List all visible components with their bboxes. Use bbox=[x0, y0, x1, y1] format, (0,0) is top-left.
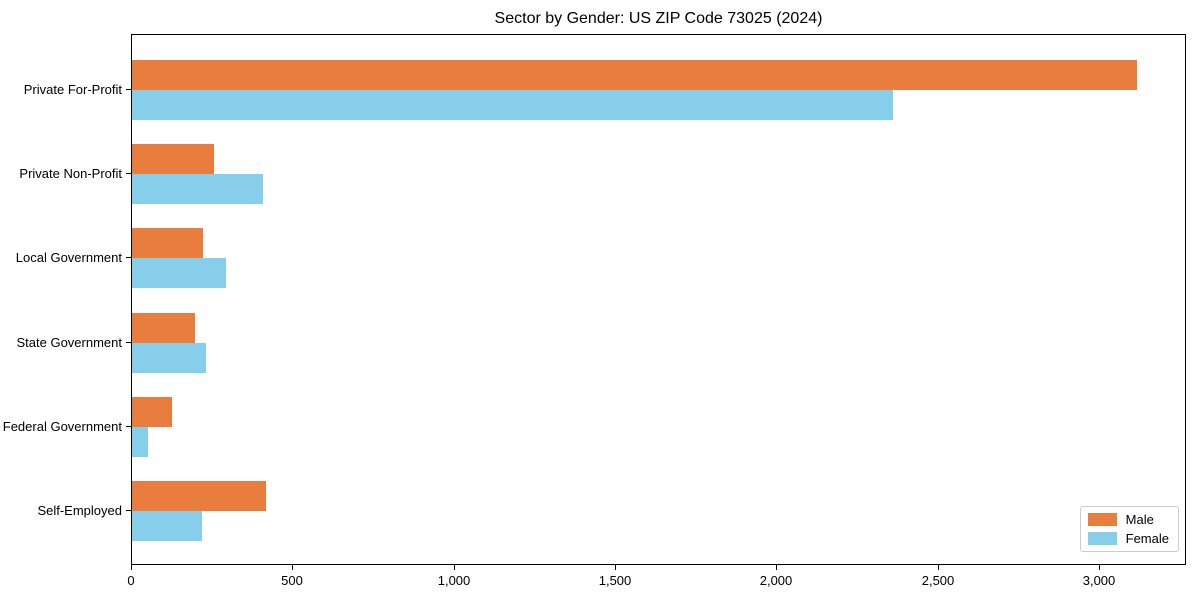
bar-male-4 bbox=[132, 313, 195, 343]
x-tick-label: 2,500 bbox=[921, 573, 955, 588]
x-tick-mark bbox=[454, 565, 455, 570]
legend-swatch-male bbox=[1087, 513, 1117, 526]
bar-female-2 bbox=[132, 174, 263, 204]
plot-area: Male Female bbox=[131, 34, 1186, 565]
y-tick-mark bbox=[126, 257, 131, 258]
x-tick-mark bbox=[615, 565, 616, 570]
bar-female-6 bbox=[132, 511, 202, 541]
y-tick-mark bbox=[126, 510, 131, 511]
x-tick-label: 3,000 bbox=[1082, 573, 1116, 588]
x-tick-mark bbox=[938, 565, 939, 570]
y-tick-label: State Government bbox=[16, 335, 123, 350]
legend-label-male: Male bbox=[1125, 512, 1154, 527]
bar-female-4 bbox=[132, 343, 206, 373]
y-tick-mark bbox=[126, 342, 131, 343]
x-tick-label: 1,000 bbox=[437, 573, 471, 588]
x-tick-label: 1,500 bbox=[598, 573, 632, 588]
x-tick-mark bbox=[292, 565, 293, 570]
bar-male-1 bbox=[132, 60, 1137, 90]
bar-female-1 bbox=[132, 90, 893, 120]
bar-female-3 bbox=[132, 258, 226, 288]
bar-male-6 bbox=[132, 481, 266, 511]
y-tick-label: Federal Government bbox=[2, 419, 122, 434]
y-tick-label: Local Government bbox=[15, 250, 122, 265]
y-tick-mark bbox=[126, 426, 131, 427]
legend-label-female: Female bbox=[1125, 531, 1169, 546]
x-tick-mark bbox=[131, 565, 132, 570]
y-tick-label: Private For-Profit bbox=[23, 82, 122, 97]
y-tick-label: Self-Employed bbox=[37, 503, 122, 518]
x-tick-mark bbox=[1099, 565, 1100, 570]
y-tick-mark bbox=[126, 89, 131, 90]
legend-entry-female: Female bbox=[1087, 531, 1169, 546]
legend-swatch-female bbox=[1087, 532, 1117, 545]
bar-female-5 bbox=[132, 427, 148, 457]
x-tick-label: 0 bbox=[127, 573, 135, 588]
y-tick-mark bbox=[126, 173, 131, 174]
legend-entry-male: Male bbox=[1087, 512, 1169, 527]
y-tick-label: Private Non-Profit bbox=[19, 166, 122, 181]
bar-male-3 bbox=[132, 228, 203, 258]
legend: Male Female bbox=[1079, 506, 1179, 552]
bar-male-2 bbox=[132, 144, 214, 174]
x-tick-label: 500 bbox=[281, 573, 303, 588]
x-tick-label: 2,000 bbox=[759, 573, 793, 588]
chart-title: Sector by Gender: US ZIP Code 73025 (202… bbox=[494, 10, 823, 27]
bar-male-5 bbox=[132, 397, 172, 427]
x-tick-mark bbox=[776, 565, 777, 570]
